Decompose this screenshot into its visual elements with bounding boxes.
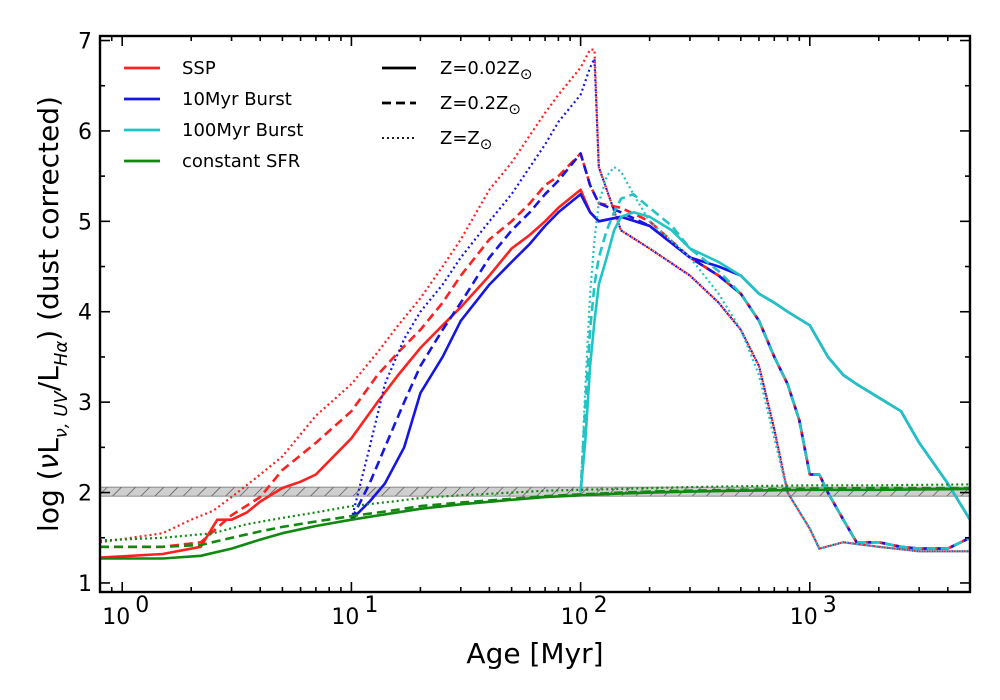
- legend-style-label: Z=0.02Z⊙: [440, 58, 532, 83]
- series-line-constant-sfr-dashed: [100, 486, 970, 549]
- legend-label: SSP: [182, 58, 216, 79]
- legend-label: constant SFR: [182, 151, 300, 172]
- x-tick-label: 10: [561, 605, 589, 630]
- x-tick-exponent: 2: [594, 593, 608, 618]
- y-title-suffix: ) (dust corrected): [32, 96, 65, 341]
- series-layer: [100, 48, 970, 560]
- legend-label: 10Myr Burst: [182, 89, 292, 110]
- x-tick-label: 10: [331, 605, 359, 630]
- y-tick-label: 6: [78, 120, 92, 145]
- y-title-sub-uv: ν, UV: [51, 390, 72, 439]
- y-axis-title: log (νLν, UV/LHα) (dust corrected): [32, 96, 72, 532]
- series-line-constant-sfr-solid: [100, 487, 970, 560]
- y-tick-label: 7: [78, 30, 92, 55]
- legend-style-label: Z=Z⊙: [440, 128, 492, 153]
- legend-label: 100Myr Burst: [182, 120, 303, 141]
- series-line-constant-sfr-dotted: [100, 483, 970, 542]
- series-line-ssp-solid: [100, 188, 970, 559]
- y-tick-label: 5: [78, 210, 92, 235]
- y-title-L: L: [32, 438, 65, 454]
- series-line-ssp-dotted: [100, 48, 970, 553]
- x-tick-label: 10: [102, 605, 130, 630]
- y-tick-label: 1: [78, 572, 92, 597]
- legend: SSP 10Myr Burst 100Myr Burst constant SFR Z=…: [124, 58, 532, 172]
- series-line-100myr-burst-solid: [579, 211, 970, 521]
- legend-sun-symbol: ⊙: [480, 135, 493, 153]
- y-tick-label: 2: [78, 482, 92, 507]
- x-tick-exponent: 3: [823, 593, 837, 618]
- y-tick-label: 4: [78, 301, 92, 326]
- plot-frame: [98, 34, 972, 594]
- legend-sun-symbol: ⊙: [508, 100, 521, 118]
- x-tick-exponent: 0: [135, 593, 149, 618]
- x-tick-label: 10: [790, 605, 818, 630]
- x-tick-exponent: 1: [364, 593, 378, 618]
- series-line-10myr-burst-solid: [350, 192, 970, 521]
- y-title-nu: ν: [32, 454, 65, 470]
- y-title-over-L: /L: [32, 366, 65, 391]
- y-tick-label: 3: [78, 391, 92, 416]
- legend-style-label: Z=0.2Z⊙: [440, 93, 521, 118]
- legend-sun-symbol: ⊙: [520, 65, 533, 83]
- y-title-prefix: log (: [32, 469, 65, 532]
- x-axis-title: Age [Myr]: [466, 637, 603, 670]
- y-title-sub-ha: Hα: [51, 341, 72, 367]
- series-line-100myr-burst-dotted: [579, 166, 970, 553]
